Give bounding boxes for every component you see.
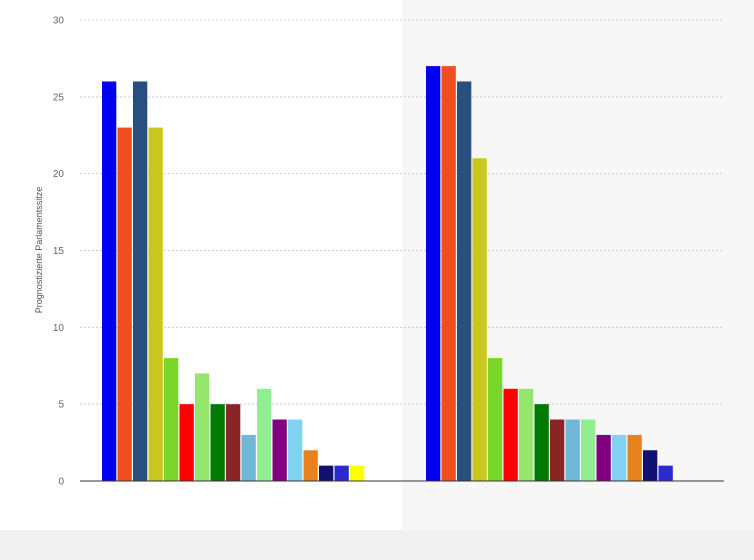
bar (303, 450, 318, 481)
bar (102, 81, 117, 481)
bar (627, 434, 642, 481)
bar (257, 388, 272, 481)
y-tick-label: 15 (53, 246, 65, 257)
y-tick-label: 5 (58, 400, 64, 411)
bar (226, 404, 241, 481)
bar (164, 358, 179, 481)
bar (334, 465, 349, 481)
bar (658, 465, 673, 481)
bar (488, 358, 503, 481)
bar (241, 434, 256, 481)
bar (643, 450, 658, 481)
y-axis-title: Prognostizierte Parlamentssitze (34, 187, 44, 314)
gridlines (80, 19, 724, 405)
bar (581, 419, 596, 481)
bar (117, 127, 132, 481)
bar (319, 465, 334, 481)
bar (550, 419, 565, 481)
bar (272, 419, 287, 481)
bar (210, 404, 225, 481)
y-tick-label: 10 (53, 323, 65, 334)
y-tick-label: 20 (53, 169, 65, 180)
y-axis-ticks: 0 5 10 15 20 25 30 (53, 16, 65, 488)
bar (179, 404, 194, 481)
bar (565, 419, 580, 481)
bar (503, 388, 518, 481)
bar (612, 434, 627, 481)
y-tick-label: 25 (53, 92, 65, 103)
bar (596, 434, 611, 481)
bar (288, 419, 303, 481)
bar (519, 388, 534, 481)
bar (133, 81, 148, 481)
bar (148, 127, 163, 481)
y-tick-label: 0 (58, 477, 64, 488)
bars (102, 66, 673, 482)
bar (457, 81, 472, 481)
bar (426, 66, 441, 481)
bar (472, 158, 487, 482)
bar (441, 66, 456, 481)
bar (534, 404, 549, 481)
y-tick-label: 30 (53, 16, 65, 27)
bar (350, 465, 365, 481)
bar (195, 373, 210, 481)
